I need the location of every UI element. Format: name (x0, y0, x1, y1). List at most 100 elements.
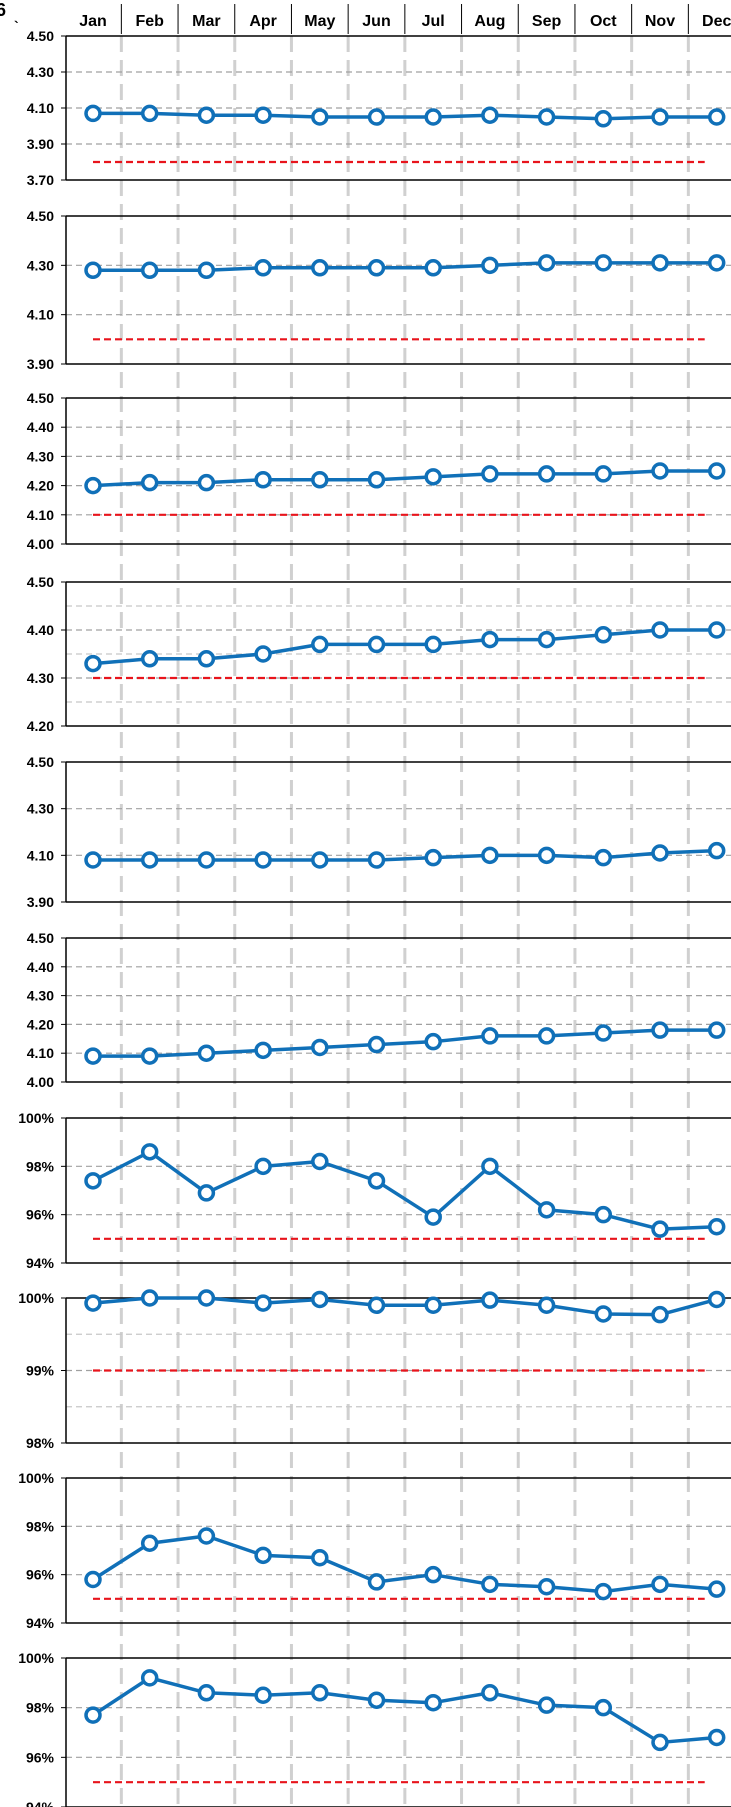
data-point (707, 1290, 726, 1309)
data-point (140, 1534, 159, 1552)
y-tick-label: 98% (26, 1435, 55, 1451)
data-point (707, 1728, 726, 1747)
data-point (311, 1152, 329, 1171)
data-point (254, 1294, 272, 1312)
data-point (537, 108, 556, 126)
y-tick-label: 4.30 (27, 448, 54, 464)
data-point (594, 1024, 613, 1042)
data-point (140, 1143, 159, 1161)
y-tick-label: 4.50 (27, 574, 54, 590)
data-point (424, 259, 442, 277)
y-tick-label: 4.50 (27, 390, 54, 406)
data-point (594, 110, 613, 128)
data-point (481, 1684, 499, 1702)
month-label: Jun (362, 13, 390, 30)
data-point (197, 473, 216, 492)
data-point (197, 1184, 216, 1202)
data-point (537, 254, 556, 272)
data-point (594, 254, 613, 272)
series-line (92, 1676, 717, 1745)
series-line (93, 848, 717, 862)
y-tick-label: 4.20 (27, 718, 54, 734)
month-label: Apr (249, 13, 277, 30)
month-header: Jan Feb Mar Apr May Jun Jul Aug Sep Oct Nov Dec (79, 4, 731, 34)
data-point (367, 1296, 386, 1314)
data-point (651, 1305, 669, 1324)
data-point (197, 1527, 216, 1545)
data-point (84, 1172, 102, 1190)
y-tick-label: 4.50 (27, 754, 54, 770)
y-tick-label: 100% (18, 1650, 54, 1666)
series-line (92, 1150, 717, 1231)
data-point (254, 471, 272, 489)
y-tick-label: 4.30 (27, 257, 54, 273)
data-point (481, 1157, 499, 1176)
series-line (92, 1296, 718, 1317)
month-label: Jan (79, 13, 107, 30)
data-point (651, 254, 669, 272)
y-tick-label: 3.90 (27, 894, 54, 910)
data-point (197, 851, 216, 869)
data-point (84, 1570, 102, 1589)
data-point (367, 471, 386, 489)
y-tick-label: 3.90 (27, 356, 54, 372)
data-point (481, 630, 499, 649)
data-point (707, 1021, 726, 1039)
y-tick-label: 99% (26, 1363, 55, 1379)
data-point (481, 1027, 499, 1045)
data-point (254, 1686, 272, 1704)
data-point (651, 621, 669, 639)
data-point (197, 261, 216, 280)
data-point (424, 1032, 442, 1051)
data-point (424, 468, 442, 486)
month-label: Sep (532, 13, 562, 30)
chart-panel-10: 94% 96% 98% 100% (18, 1650, 731, 1807)
chart-panel-4: 4.20 4.30 4.40 4.50 (27, 574, 731, 734)
data-point (481, 106, 499, 124)
y-tick-label: 4.20 (27, 478, 54, 494)
chart-panel-8: 98% 99% 100% (18, 1289, 731, 1451)
y-tick-label: 4.00 (27, 1074, 54, 1090)
chart-panel-5: 3.90 4.10 4.30 4.50 (27, 754, 731, 910)
data-point (367, 1573, 386, 1591)
data-point (367, 1691, 386, 1709)
data-point (651, 1220, 669, 1238)
data-point (367, 1035, 386, 1054)
data-point (311, 635, 329, 654)
data-point (311, 259, 329, 277)
data-point (311, 1290, 329, 1309)
data-point (140, 1669, 159, 1687)
data-point (594, 1698, 613, 1717)
y-tick-label: 94% (26, 1255, 55, 1271)
data-point (84, 654, 102, 673)
month-label: Nov (645, 13, 675, 30)
chart-panel-9: 94% 96% 98% 100% (18, 1470, 731, 1631)
y-tick-label: 4.10 (27, 507, 54, 523)
data-point (197, 1289, 216, 1307)
chart-panel-3: 4.00 4.10 4.20 4.30 4.40 4.50 (27, 390, 731, 552)
y-tick-label: 4.10 (27, 1045, 54, 1061)
chart-panel-2: 3.90 4.10 4.30 4.50 (27, 208, 731, 372)
y-tick-label: 96% (26, 1749, 55, 1765)
data-point (537, 630, 556, 649)
data-point (311, 108, 329, 126)
data-point (254, 106, 272, 124)
data-point (140, 473, 159, 492)
data-point (481, 1575, 499, 1594)
vertical-gridlines (119, 36, 690, 1807)
series-line (92, 628, 717, 666)
data-point (254, 1157, 272, 1176)
data-point (707, 841, 726, 860)
data-point (594, 1582, 613, 1601)
month-label: May (304, 13, 335, 30)
month-label: Mar (192, 13, 220, 30)
data-point (537, 1027, 556, 1045)
data-point (84, 1047, 102, 1065)
data-point (537, 465, 556, 483)
y-tick-label: 98% (26, 1518, 55, 1534)
data-point (537, 1296, 556, 1314)
data-point (84, 1294, 102, 1312)
data-point (537, 1201, 556, 1219)
data-point (481, 846, 499, 865)
y-tick-label: 94% (26, 1799, 55, 1807)
